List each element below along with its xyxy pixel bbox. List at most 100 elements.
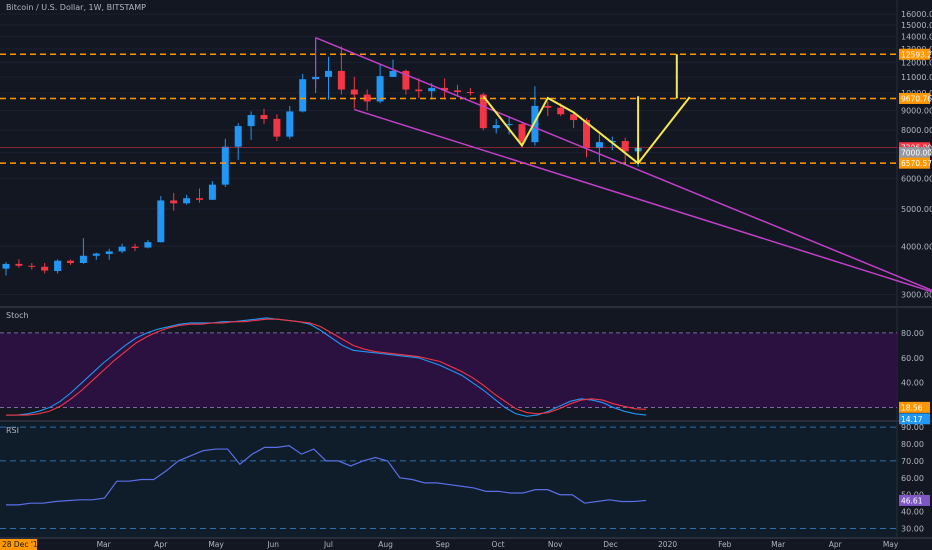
rsi-value-badge-label: 46.61 (901, 496, 923, 505)
time-tick-label: Dec (603, 540, 618, 549)
rsi-tick-label: 90.00 (901, 423, 924, 432)
stoch-band-fill (0, 332, 897, 408)
candle-body (402, 70, 410, 90)
rsi-tick-label: 40.00 (901, 508, 924, 517)
drawings-group (0, 37, 932, 293)
price-tick-label: 8000.00 (901, 126, 932, 135)
candle-body (376, 76, 384, 102)
stoch-tick-label: 80.00 (901, 329, 924, 338)
candle-body (389, 70, 397, 77)
candle-body (428, 87, 436, 92)
time-tick-label: May (883, 540, 899, 549)
candle-body (54, 260, 62, 272)
candle-body (299, 79, 307, 112)
candle-body (454, 90, 461, 93)
stoch-k-line (6, 317, 647, 417)
time-start-badge-label: 28 Dec '15 (2, 540, 43, 549)
candle-body (466, 92, 474, 94)
candle-body (67, 260, 74, 263)
time-start-badge (0, 539, 37, 550)
candle-body (505, 124, 513, 126)
time-tick-label: Jul (323, 540, 333, 549)
candle-body (208, 184, 216, 200)
candle-body (286, 111, 294, 137)
time-tick-label: May (208, 540, 224, 549)
rsi-line (6, 445, 647, 506)
price-tick-label: 4000.00 (901, 242, 932, 251)
chart-title: Bitcoin / U.S. Dollar, 1W, BITSTAMP (6, 3, 146, 12)
candle-body (183, 198, 191, 204)
candle-body (28, 265, 36, 267)
candle-body (325, 70, 332, 77)
price-tick-label: 6000.00 (901, 174, 932, 183)
candle-body (170, 200, 178, 204)
candle-body (570, 114, 578, 121)
price-axis-badge-label: 12593.29 (901, 50, 932, 59)
candle-body (247, 115, 255, 127)
candle-body (79, 255, 87, 263)
wedge-lower-line (354, 108, 932, 293)
candle-body (415, 89, 423, 92)
rsi-tick-label: 70.00 (901, 457, 924, 466)
candle-body (363, 94, 371, 102)
candle-body (544, 105, 552, 108)
price-axis-badge (899, 48, 930, 60)
wedge-upper-line (315, 37, 932, 292)
candle-body (234, 126, 242, 147)
candle-body (105, 251, 113, 254)
candle-body (557, 107, 565, 115)
candle-body (196, 198, 203, 200)
time-tick-label: Nov (548, 540, 563, 549)
price-tick-label: 5000.00 (901, 205, 932, 214)
time-tick-label: Mar (97, 540, 112, 549)
candle-body (492, 125, 500, 129)
time-tick-label: Aug (378, 540, 393, 549)
time-tick-label: Feb (718, 540, 732, 549)
candle-body (441, 87, 449, 91)
candle-body (337, 70, 345, 90)
price-tick-label: 11000.00 (901, 73, 932, 82)
w-pattern-line (482, 95, 691, 165)
candle-body (2, 263, 10, 269)
price-tick-label: 9000.00 (901, 107, 932, 116)
candle-body (531, 105, 539, 143)
time-tick-label: Jun (266, 540, 279, 549)
price-axis-badge-label: 7000.00 (901, 149, 932, 158)
candle-body (131, 246, 139, 248)
price-tick-label: 12000.00 (901, 58, 932, 67)
price-axis-badge (899, 92, 930, 104)
price-tick-label: 16000.00 (901, 10, 932, 19)
price-tick-label: 14000.00 (901, 33, 932, 42)
rsi-panel-label: RSI (6, 426, 19, 435)
price-tick-label: 15000.00 (901, 21, 932, 30)
candle-body (621, 141, 629, 152)
stoch-panel-label: Stoch (6, 311, 29, 320)
rsi-panel-background (0, 422, 897, 537)
stoch-value-badge (899, 401, 930, 413)
time-tick-label: Apr (829, 540, 843, 549)
stoch-d-line (6, 318, 647, 416)
candle-body (518, 124, 526, 143)
candle-body (479, 94, 487, 129)
stoch-tick-label: 40.00 (901, 379, 924, 388)
price-axis-badge-label: 9670.76 (901, 94, 932, 103)
candles-group (2, 37, 642, 276)
stoch-value-badge (899, 413, 930, 425)
candle-body (41, 266, 49, 271)
rsi-tick-label: 80.00 (901, 440, 924, 449)
time-tick-label: Sep (436, 540, 450, 549)
time-tick-label: Apr (154, 540, 168, 549)
price-axis-badge (899, 157, 930, 169)
time-tick-label: Mar (771, 540, 786, 549)
price-axis-badge-label: 6570.57 (901, 159, 932, 168)
price-axis-badge (899, 147, 930, 159)
candle-body (157, 200, 165, 243)
candle-body (260, 115, 268, 120)
rsi-tick-label: 30.00 (901, 525, 924, 534)
time-tick-label: 2020 (658, 540, 677, 549)
candle-body (608, 141, 616, 143)
candle-body (583, 120, 590, 148)
stoch-value-badge-label: 14.17 (901, 415, 923, 424)
time-tick-label: Oct (492, 540, 505, 549)
